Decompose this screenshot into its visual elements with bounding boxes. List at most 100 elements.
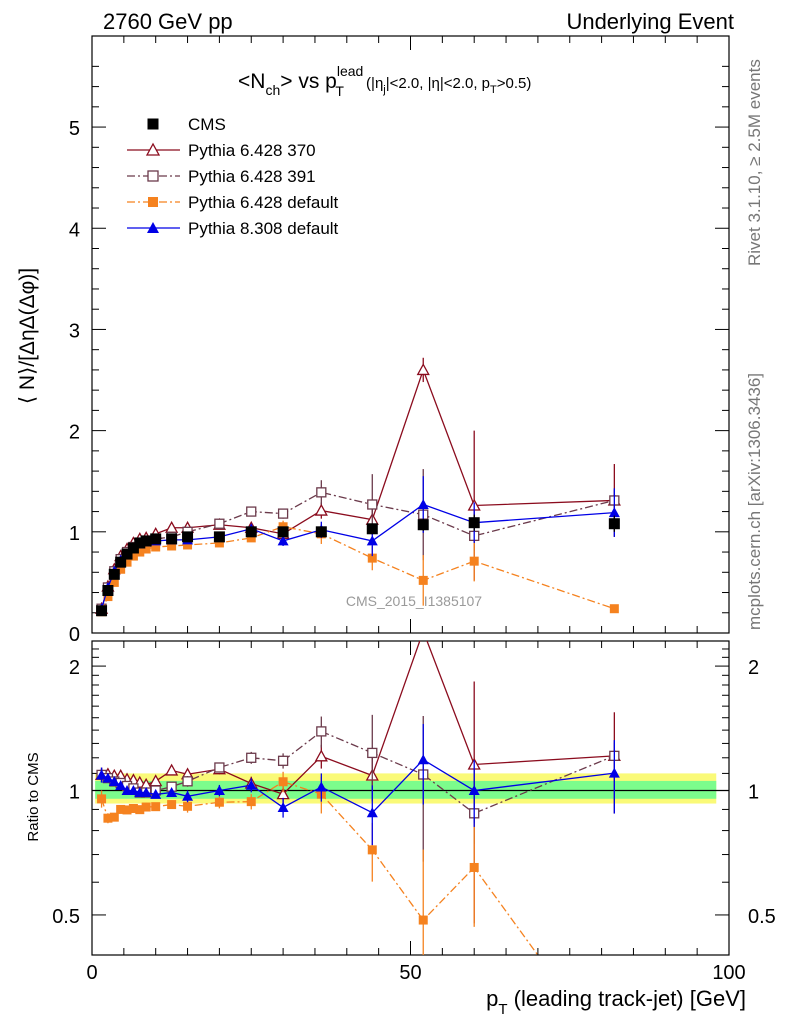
data-point	[140, 535, 152, 547]
data-point	[367, 499, 378, 510]
title-sub-j: j	[382, 84, 385, 96]
data-point	[246, 506, 257, 517]
title-part-d: |<2.0, |η|<2.0, p	[386, 75, 490, 92]
data-point	[182, 531, 194, 543]
ratio-point	[367, 845, 377, 855]
data-point	[316, 487, 327, 498]
series-0	[96, 514, 620, 617]
x-label-sub: T	[498, 1001, 507, 1018]
legend-entry: Pythia 8.308 default	[127, 219, 339, 238]
ratio-point	[182, 790, 194, 801]
legend-entry: CMS	[147, 115, 226, 134]
data-point	[122, 557, 132, 567]
ratio-point	[166, 786, 178, 797]
data-point	[469, 556, 479, 566]
ratio-point	[246, 752, 257, 763]
ratio-point	[316, 726, 327, 737]
ratio-point	[245, 779, 257, 790]
data-point	[116, 564, 126, 574]
ratio-point	[214, 762, 225, 773]
data-point	[121, 548, 133, 560]
ratio-point	[127, 785, 139, 796]
data-point	[418, 575, 428, 585]
ratio-tick-label-right: 1	[748, 782, 759, 804]
ratio-point	[417, 754, 429, 765]
ratio-tick-label: 0.5	[52, 906, 80, 928]
ratio-point	[314, 749, 328, 762]
ratio-point	[315, 781, 327, 792]
data-point	[468, 517, 480, 529]
main-panel: 0 1 2 3 4 5	[69, 35, 730, 646]
data-point	[141, 544, 151, 554]
ratio-point	[277, 755, 289, 766]
ratio-point	[140, 786, 152, 797]
legend-marker	[145, 142, 161, 156]
legend-label: CMS	[188, 115, 226, 134]
ratio-tick-label: 2	[69, 657, 80, 679]
ratio-point	[366, 807, 378, 818]
data-point	[314, 503, 328, 516]
ratio-point	[150, 788, 162, 799]
y-axis-label: ⟨ N⟩/[ΔηΔ(Δφ)]	[16, 268, 39, 404]
data-point	[128, 551, 138, 561]
y-tick-label: 0	[69, 624, 80, 646]
series-line	[100, 491, 615, 609]
ratio-tick-label: 1	[69, 782, 80, 804]
ratio-point	[109, 812, 119, 822]
legend-label: Pythia 6.428 370	[188, 141, 316, 160]
data-point	[183, 540, 193, 550]
side-mcplots-label: mcplots.cern.ch [arXiv:1306.3436]	[745, 373, 764, 630]
ratio-point	[469, 862, 479, 872]
ratio-point	[213, 785, 225, 796]
x-axis-label: pT (leading track-jet) [GeV]	[486, 986, 746, 1018]
y-tick-label: 2	[69, 422, 80, 444]
ratio-point	[102, 772, 114, 783]
title-sub-t: T	[335, 83, 344, 99]
ratio-point	[151, 802, 161, 812]
title-sub-pt: T	[490, 84, 497, 96]
title-part-a: <N	[238, 70, 265, 93]
ratio-series-3	[97, 771, 539, 955]
data-point	[246, 533, 256, 543]
ratio-point	[116, 804, 126, 814]
data-point	[103, 592, 113, 602]
data-point	[245, 526, 257, 538]
ratio-point	[128, 803, 138, 813]
data-point	[608, 518, 620, 530]
data-point	[96, 605, 108, 617]
ratio-point	[183, 801, 193, 811]
data-point	[416, 363, 430, 376]
legend-marker	[147, 170, 159, 182]
legend-entry: Pythia 6.428 391	[127, 167, 316, 186]
ratio-tick-label-right: 2	[748, 657, 759, 679]
ratio-point	[165, 763, 179, 776]
x-tick-label: 0	[86, 962, 97, 984]
analysis-watermark: CMS_2015_I1385107	[346, 593, 482, 609]
legend-label: Pythia 6.428 391	[188, 167, 316, 186]
data-point	[150, 533, 162, 545]
title-part-b: > vs p	[280, 70, 337, 93]
title-sub-ch: ch	[265, 82, 280, 98]
data-point	[277, 526, 289, 538]
legend-marker	[148, 197, 158, 207]
data-point	[366, 535, 378, 546]
ratio-series-4	[96, 723, 620, 846]
ratio-point	[182, 776, 193, 787]
data-point	[134, 537, 146, 549]
legend-marker	[147, 118, 159, 130]
ratio-point	[278, 777, 288, 787]
plot-title: <Nch> vs plead T (|ηj|<2.0, |η|<2.0, pT>0…	[238, 63, 531, 99]
ratio-point	[608, 767, 620, 778]
legend-marker	[147, 222, 159, 233]
data-point	[115, 556, 127, 568]
ratio-point	[135, 805, 145, 815]
side-rivet-label: Rivet 3.1.10, ≥ 2.5M events	[745, 59, 764, 266]
y-tick-label: 3	[69, 320, 80, 342]
y-tick-label: 1	[69, 523, 80, 545]
ratio-y-axis-label: Ratio to CMS	[25, 752, 42, 841]
data-point	[167, 541, 177, 551]
data-point	[417, 519, 429, 531]
data-point	[109, 577, 119, 587]
data-point	[367, 553, 377, 563]
ratio-point	[277, 801, 289, 812]
